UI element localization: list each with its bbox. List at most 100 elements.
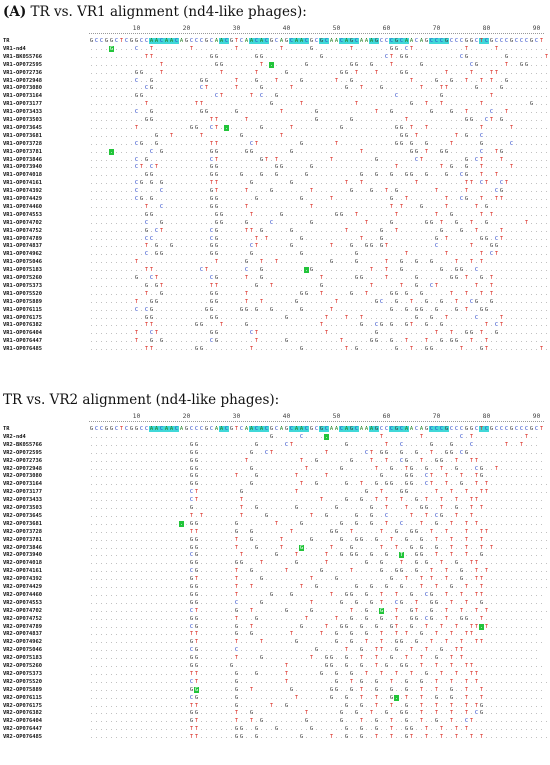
ruler-tick-label: 40 [282, 412, 291, 420]
variant-row: VR2-OP074837 .................... T T......… [3, 631, 547, 638]
variant-row: VR2-OP072736 .................... G G......… [3, 458, 547, 465]
variant-row: VR2-OP076115 .................... C G......… [3, 694, 547, 702]
sequence-name: TR [3, 426, 10, 432]
sequence-string: ....G....C..T.......T........T........T.… [89, 45, 549, 52]
sequence-name: VR1-nd4 [3, 45, 26, 52]
sequence-name: VR2-OP074752 [3, 615, 42, 622]
variant-row: VR1-OP074460 ........... T.. C......... G G..… [3, 203, 549, 211]
sequence-name: VR2-OP075046 [3, 647, 42, 654]
sequence-name: VR1-BK055766 [3, 53, 42, 60]
variant-row: VR1-OP075046 ......... T............... T..… [3, 259, 548, 266]
sequence-name: VR2-OP073645 [3, 512, 42, 519]
variant-row: VR2-OP074161 .................... C G......… [3, 568, 549, 575]
ruler-tick-label: 40 [282, 24, 291, 32]
ruler-tick-label: 60 [382, 24, 391, 32]
ruler-tick-label: 30 [232, 412, 241, 420]
sequence-name: VR2-BK055766 [3, 441, 42, 448]
sequence-name: VR1-OP074837 [3, 243, 42, 250]
sequence-name: VR2-OP075260 [3, 663, 42, 669]
sequence-name: VR2-OP073433 [3, 497, 42, 504]
sequence-name: VR1-OP072948 [3, 77, 42, 84]
sequence-name: VR2-OP073781 [3, 536, 42, 543]
sequence-name: VR2-OP073846 [3, 544, 42, 551]
variant-row: VR2-OP072595 .................... G G......… [3, 450, 547, 457]
ruler-tick-label: 70 [432, 24, 441, 32]
sequence-name: VR1-OP076175 [3, 314, 42, 321]
variant-row: VR1-OP073164 ......... G G.............. C T.… [3, 93, 548, 100]
variant-row: VR2-OP074392 .................... G T......… [3, 576, 549, 583]
sequence-name: VR2-OP073940 [3, 552, 42, 559]
variant-row: VR2-OP075520 .................... C T......… [3, 678, 549, 686]
sequence-name: VR1-OP075183 [3, 267, 42, 274]
alignment-title: TR vs. VR2 alignment (nd4-like phages): [3, 392, 280, 408]
sequence-name: VR1-OP073164 [3, 93, 42, 100]
variant-row: VR2-OP073781 .................... G G......… [3, 536, 549, 544]
sequence-name: VR1-OP074789 [3, 235, 42, 242]
variant-row: VR1-OP073681 ............. G.. T..... T.....… [3, 133, 550, 140]
variant-row: VR2-OP073177 .................... C T......… [3, 489, 548, 496]
variant-row: VR2-OP076485 .................... T T......… [3, 734, 549, 741]
variant-row: VR1-OP074018 ........... G G........... G G..… [3, 172, 548, 179]
sequence-name: VR1-OP076404 [3, 330, 42, 337]
sequence-name: VR2-OP076404 [3, 718, 42, 725]
variant-row: VR2-nd4.................................… [3, 433, 547, 441]
variant-row: VR2-OP073846 .................... G G......… [3, 544, 548, 552]
sequence-name: VR1-OP073846 [3, 156, 42, 163]
variant-row: VR1-OP076115 ......... C. C G.......... G G...… [3, 306, 550, 314]
sequence-name: VR2-OP075373 [3, 670, 42, 677]
variant-row: VR2-OP074752 .................... G G......… [3, 616, 547, 623]
sequence-name: VR2-OP073164 [3, 481, 42, 488]
variant-row: VR2-OP073681 .................... G G......… [3, 520, 547, 528]
section-b-title: TR vs. VR2 alignment (nd4-like phages): [3, 392, 279, 408]
variant-row: VR1-OP073728 ......... C G.. G.......... T T..… [3, 140, 550, 148]
ruler-tick-label: 10 [132, 412, 141, 420]
variant-row: VR1-OP073940 ......... C T. C T.......... G G..… [3, 164, 549, 171]
ruler-tick-label: 30 [232, 24, 241, 32]
sequence-string: ....................................G...… [89, 433, 539, 440]
variant-row: VR1-OP074392 ......... C.... C......... G T..… [3, 188, 548, 195]
variant-row: VR1-OP076175 ........... G G........... G G..… [3, 314, 550, 322]
sequence-name: VR1-OP073940 [3, 164, 42, 171]
sequence-name: VR1-OP074702 [3, 219, 42, 226]
variant-row: VR1-OP074837 ........... T. G.. G....... G G..… [3, 243, 550, 250]
variant-row: VR1-OP075260 ......... G.. C T.......... C G..… [3, 275, 550, 282]
sequence-name: VR2-OP074702 [3, 607, 42, 614]
sequence-name: VR2-OP076447 [3, 726, 42, 733]
variant-row: VR1-OP073177 ........... T......... T T.....… [3, 101, 550, 108]
variant-row: VR1-OP074962 ........... C. G G......... G G..… [3, 251, 550, 258]
sequence-name: VR1-OP076485 [3, 346, 42, 353]
variant-row: VR2-OP073164 .................... G G......… [3, 481, 549, 488]
variant-row: VR2-OP072948 .................... G G......… [3, 466, 547, 473]
ruler-tick-label: 20 [182, 24, 191, 32]
variant-row: VR2-OP075046 .................... C G......… [3, 647, 547, 654]
